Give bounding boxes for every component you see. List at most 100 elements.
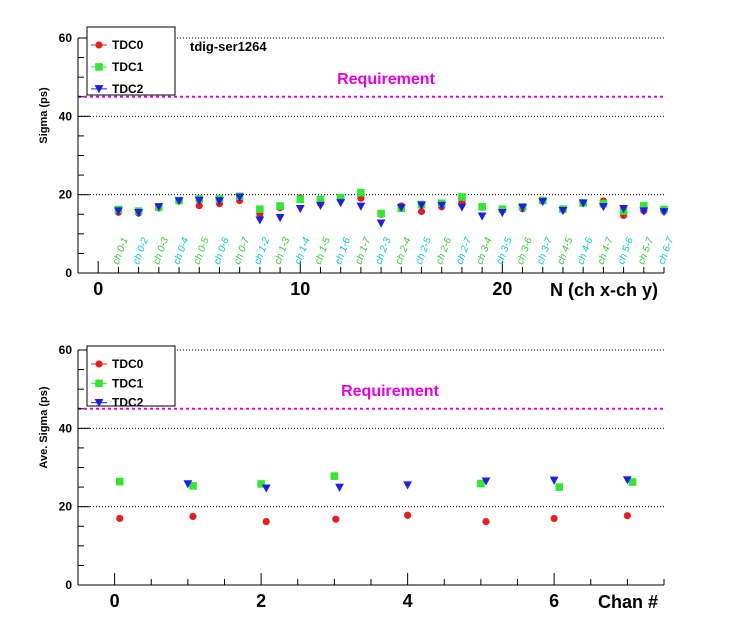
- data-point-tdc2: [437, 201, 447, 211]
- data-point-tdc1: [316, 195, 325, 204]
- data-point-tdc1: [628, 478, 637, 486]
- data-point-tdc2: [275, 214, 285, 223]
- data-point-tdc0: [404, 511, 412, 519]
- data-point-tdc1: [115, 477, 124, 486]
- data-point-tdc1: [276, 202, 284, 210]
- x-tick-label: 2: [256, 591, 266, 611]
- data-point-tdc2: [622, 476, 632, 485]
- data-point-tdc2: [114, 207, 123, 216]
- legend-marker-tdc1: [95, 379, 103, 388]
- data-point-tdc2: [295, 205, 305, 214]
- y-tick-label: 20: [59, 500, 73, 514]
- data-point-tdc1: [555, 483, 564, 491]
- y-tick-label: 40: [59, 109, 73, 123]
- data-point-tdc0: [623, 512, 631, 520]
- x-tick-label: 0: [93, 279, 103, 299]
- y-tick-label: 0: [65, 266, 72, 280]
- data-point-tdc2: [396, 203, 406, 212]
- x-axis-title: Chan #: [598, 592, 658, 612]
- data-point-tdc1: [189, 482, 197, 490]
- x-tick-label: 10: [290, 279, 310, 299]
- x-tick-label: 6: [549, 591, 559, 611]
- data-point-tdc2: [335, 483, 344, 492]
- data-point-tdc0: [482, 517, 490, 526]
- data-point-tdc2: [619, 205, 628, 214]
- data-point-tdc0: [189, 512, 197, 521]
- data-point-tdc1: [330, 472, 339, 480]
- x-tick-label: 4: [403, 591, 413, 611]
- legend-label-tdc2: TDC2: [112, 396, 144, 410]
- data-point-tdc2: [497, 208, 507, 218]
- y-axis-title: Sigma (ps): [38, 87, 50, 144]
- legend-label-tdc1: TDC1: [112, 60, 144, 74]
- data-point-tdc2: [538, 197, 548, 207]
- y-tick-label: 40: [59, 421, 73, 435]
- x-tick-label: 20: [492, 279, 512, 299]
- data-point-tdc0: [332, 515, 340, 523]
- y-tick-label: 20: [59, 188, 73, 202]
- y-tick-label: 0: [65, 578, 72, 592]
- data-point-tdc2: [477, 212, 487, 221]
- data-point-tdc2: [578, 199, 588, 208]
- legend-box: [86, 26, 176, 96]
- y-tick-label: 60: [59, 31, 73, 45]
- y-axis-title: Ave. Sigma (ps): [38, 386, 50, 468]
- legend-marker-tdc0: [95, 360, 103, 368]
- data-point-tdc2: [261, 484, 271, 493]
- data-point-tdc2: [598, 203, 608, 212]
- data-point-tdc1: [639, 201, 648, 210]
- data-point-tdc2: [316, 201, 325, 211]
- legend-marker-tdc2: [94, 85, 104, 94]
- data-point-tdc2: [134, 208, 144, 218]
- data-point-tdc0: [417, 207, 426, 216]
- plot-annotation: tdig-ser1264: [190, 39, 267, 54]
- data-point-tdc0: [262, 517, 270, 526]
- data-point-tdc2: [518, 203, 527, 212]
- data-point-tdc2: [255, 216, 265, 225]
- data-point-tdc1: [256, 205, 264, 213]
- data-point-tdc2: [549, 476, 559, 485]
- legend-label-tdc0: TDC0: [112, 38, 144, 52]
- data-point-tdc0: [550, 514, 558, 523]
- data-point-tdc2: [457, 203, 467, 212]
- data-point-tdc2: [481, 477, 491, 486]
- data-point-tdc1: [336, 194, 345, 202]
- data-point-tdc2: [336, 199, 346, 208]
- data-point-tdc1: [478, 203, 486, 211]
- legend-box: [86, 345, 176, 407]
- legend-marker-tdc1: [95, 63, 103, 71]
- data-point-tdc2: [639, 207, 649, 216]
- data-point-tdc0: [116, 514, 124, 523]
- data-point-tdc2: [417, 201, 426, 210]
- requirement-label: Requirement: [341, 383, 439, 400]
- data-point-tdc1: [257, 480, 265, 488]
- data-point-tdc2: [215, 197, 224, 206]
- x-axis-title: N (ch x-ch y): [550, 280, 658, 300]
- data-point-tdc2: [235, 193, 245, 202]
- bottom-plot: Requirement 0 20 40 60 0 2 4 6 Ave. Sigma (ps) Cha…: [38, 343, 665, 612]
- data-point-tdc1: [377, 209, 385, 218]
- legend-label-tdc1: TDC1: [112, 376, 144, 390]
- legend-label-tdc0: TDC0: [112, 357, 144, 371]
- legend-marker-tdc0: [95, 41, 103, 49]
- data-point-tdc2: [154, 203, 164, 212]
- legend-label-tdc2: TDC2: [112, 82, 144, 96]
- data-point-tdc1: [296, 195, 305, 204]
- requirement-label: Requirement: [337, 71, 435, 88]
- data-point-tdc2: [403, 481, 413, 490]
- data-point-tdc2: [174, 197, 184, 206]
- data-point-tdc0: [195, 202, 203, 210]
- data-point-tdc2: [376, 219, 386, 228]
- data-point-tdc1: [357, 188, 365, 197]
- x-tick-label: 0: [110, 591, 120, 611]
- data-point-tdc2: [356, 202, 366, 211]
- data-point-tdc2: [183, 480, 193, 489]
- data-point-tdc2: [659, 208, 669, 217]
- data-point-tdc2: [558, 206, 568, 216]
- data-point-tdc1: [477, 479, 485, 488]
- data-point-tdc1: [458, 193, 466, 201]
- data-point-tdc2: [194, 196, 204, 205]
- legend-marker-tdc2: [94, 398, 104, 408]
